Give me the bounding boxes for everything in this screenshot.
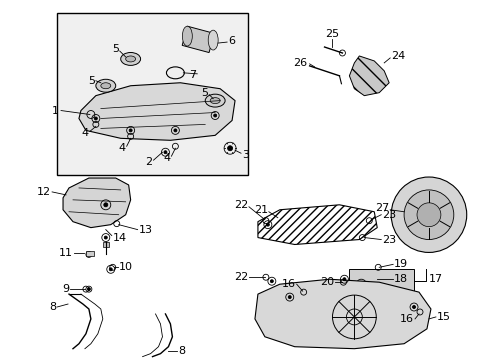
Text: 3: 3 [242,150,248,160]
Text: 9: 9 [62,284,69,294]
Ellipse shape [96,79,116,92]
Text: 1: 1 [52,105,59,116]
Text: 25: 25 [325,29,339,39]
Text: 16: 16 [399,314,413,324]
Bar [102,242,108,247]
Text: 11: 11 [59,248,73,258]
Circle shape [94,117,97,120]
Circle shape [287,296,291,298]
Text: 4: 4 [163,153,170,163]
Text: 27: 27 [374,203,388,213]
Polygon shape [257,205,376,244]
Text: 14: 14 [113,233,126,243]
Circle shape [266,223,269,226]
Circle shape [174,129,177,132]
Text: 7: 7 [189,70,196,80]
Ellipse shape [121,53,141,66]
Text: 8: 8 [178,346,185,356]
Text: 17: 17 [428,274,442,284]
Text: 5: 5 [88,76,95,86]
Text: 5: 5 [201,88,208,98]
Text: 13: 13 [138,225,152,235]
Text: 4: 4 [118,143,125,153]
Bar [349,269,413,299]
Text: 8: 8 [49,302,56,312]
Circle shape [129,129,132,132]
Circle shape [163,151,166,154]
Text: 4: 4 [81,129,89,138]
Bar [57,13,247,175]
Bar [86,251,94,256]
Circle shape [87,288,90,291]
Polygon shape [254,279,430,349]
Circle shape [103,203,107,207]
Text: 24: 24 [390,51,405,61]
Circle shape [104,236,107,239]
Text: 26: 26 [293,58,307,68]
Ellipse shape [125,56,135,62]
Polygon shape [79,83,235,140]
Text: 23: 23 [382,210,396,220]
Text: 20: 20 [320,277,334,287]
Ellipse shape [182,26,192,46]
Circle shape [403,190,453,239]
Ellipse shape [205,94,224,107]
Ellipse shape [101,83,111,89]
Circle shape [416,203,440,227]
Bar [182,26,214,53]
Ellipse shape [210,98,220,104]
Text: 12: 12 [37,187,51,197]
Ellipse shape [208,30,218,50]
Text: 2: 2 [145,157,152,167]
Circle shape [270,280,273,283]
Text: 22: 22 [233,272,247,282]
Circle shape [342,278,345,281]
Circle shape [109,268,112,271]
Text: 22: 22 [233,200,247,210]
Circle shape [213,114,216,117]
Text: 23: 23 [382,234,396,244]
Circle shape [227,146,232,151]
Text: 10: 10 [119,262,132,272]
Circle shape [390,177,466,252]
Polygon shape [349,56,388,96]
Text: 18: 18 [393,274,407,284]
Text: 19: 19 [393,259,407,269]
Text: 16: 16 [281,279,295,289]
Text: 15: 15 [436,312,450,322]
Polygon shape [63,178,130,228]
Text: 21: 21 [253,205,267,215]
Circle shape [412,306,415,309]
Text: 6: 6 [227,36,235,46]
Text: 5: 5 [111,44,119,54]
Circle shape [359,282,363,286]
